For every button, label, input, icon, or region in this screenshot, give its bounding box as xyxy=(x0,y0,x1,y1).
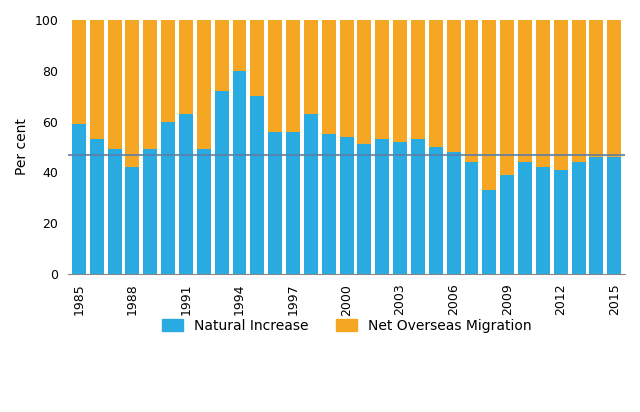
Bar xyxy=(589,20,604,157)
Bar xyxy=(554,170,568,274)
Bar xyxy=(411,139,425,274)
Bar xyxy=(304,20,318,114)
Bar xyxy=(518,162,532,274)
Bar xyxy=(72,20,86,124)
Bar xyxy=(340,20,353,137)
Bar xyxy=(304,114,318,274)
Bar xyxy=(90,139,104,274)
Bar xyxy=(607,157,621,274)
Bar xyxy=(108,150,122,274)
Bar xyxy=(232,71,246,274)
Bar xyxy=(143,150,157,274)
Bar xyxy=(286,20,300,132)
Bar xyxy=(72,124,86,274)
Bar xyxy=(90,20,104,139)
Bar xyxy=(161,20,175,122)
Bar xyxy=(589,157,604,274)
Bar xyxy=(197,150,211,274)
Bar xyxy=(375,20,389,139)
Bar xyxy=(214,20,228,91)
Bar xyxy=(500,20,514,175)
Y-axis label: Per cent: Per cent xyxy=(15,119,29,176)
Bar xyxy=(197,20,211,150)
Bar xyxy=(447,152,461,274)
Bar xyxy=(518,20,532,162)
Bar xyxy=(250,96,264,274)
Bar xyxy=(393,20,407,142)
Bar xyxy=(358,145,371,274)
Bar xyxy=(411,20,425,139)
Bar xyxy=(125,20,140,167)
Bar xyxy=(536,167,550,274)
Bar xyxy=(179,114,193,274)
Bar xyxy=(483,190,496,274)
Bar xyxy=(286,132,300,274)
Bar xyxy=(465,20,479,162)
Bar xyxy=(536,20,550,167)
Bar xyxy=(554,20,568,170)
Bar xyxy=(447,20,461,152)
Legend: Natural Increase, Net Overseas Migration: Natural Increase, Net Overseas Migration xyxy=(156,313,537,338)
Bar xyxy=(500,175,514,274)
Bar xyxy=(214,91,228,274)
Bar xyxy=(125,167,140,274)
Bar xyxy=(375,139,389,274)
Bar xyxy=(322,134,336,274)
Bar xyxy=(232,20,246,71)
Bar xyxy=(429,147,443,274)
Bar xyxy=(179,20,193,114)
Bar xyxy=(483,20,496,190)
Bar xyxy=(607,20,621,157)
Bar xyxy=(161,122,175,274)
Bar xyxy=(268,20,282,132)
Bar xyxy=(108,20,122,150)
Bar xyxy=(429,20,443,147)
Bar xyxy=(268,132,282,274)
Bar xyxy=(572,20,586,162)
Bar xyxy=(465,162,479,274)
Bar xyxy=(358,20,371,145)
Bar xyxy=(393,142,407,274)
Bar xyxy=(143,20,157,150)
Bar xyxy=(340,137,353,274)
Bar xyxy=(572,162,586,274)
Bar xyxy=(250,20,264,96)
Bar xyxy=(322,20,336,134)
